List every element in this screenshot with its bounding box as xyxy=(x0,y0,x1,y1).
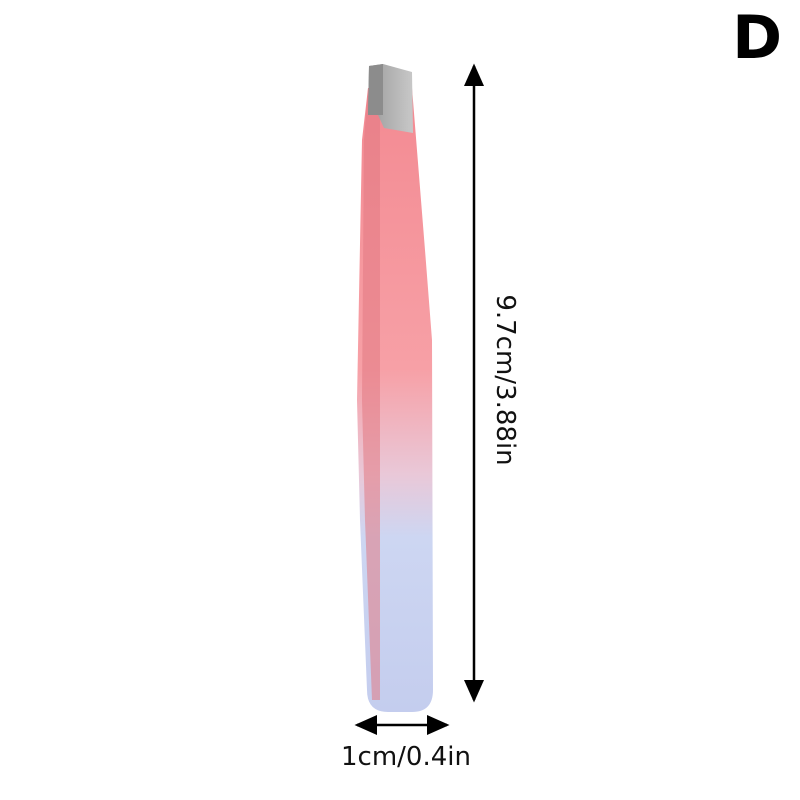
tweezer-back-arm xyxy=(362,88,380,700)
width-label: 1cm/0.4in xyxy=(341,742,471,772)
tweezer-tip-edge xyxy=(368,64,383,115)
variant-letter: D xyxy=(732,3,782,73)
length-label: 9.7cm/3.88in xyxy=(490,294,520,466)
tweezer xyxy=(357,64,433,712)
